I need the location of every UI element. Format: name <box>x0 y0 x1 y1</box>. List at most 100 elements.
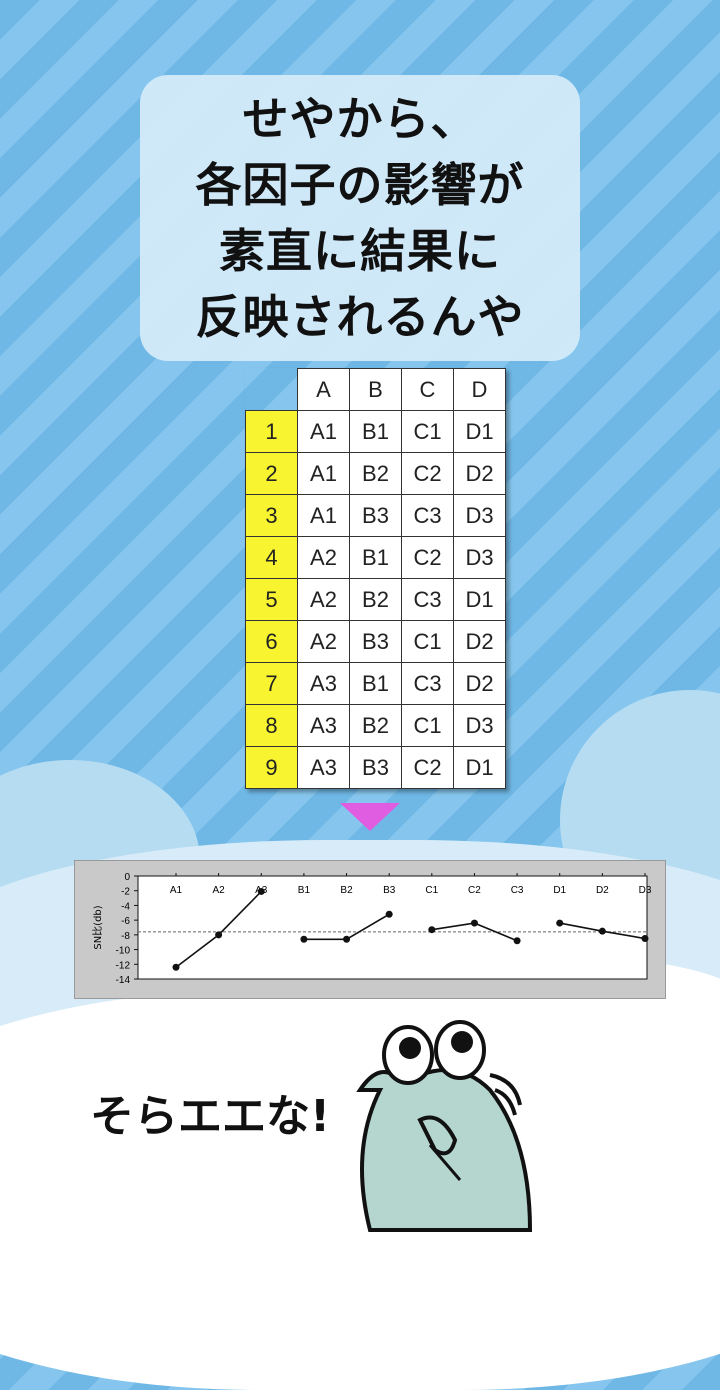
table-cell: B2 <box>349 704 402 747</box>
table-cell: A2 <box>297 620 350 663</box>
table-cell: C1 <box>401 620 454 663</box>
y-tick-label: -4 <box>121 901 130 912</box>
category-label: C3 <box>511 885 524 896</box>
data-point <box>172 963 180 971</box>
table-cell: C2 <box>401 536 454 579</box>
table-cell: B3 <box>349 620 402 663</box>
y-tick-label: -8 <box>121 931 130 942</box>
table-cell: A1 <box>297 410 350 453</box>
data-point <box>513 937 521 945</box>
fish-character <box>356 1020 533 1232</box>
table-row: 9 A3 B3 C2 D1 <box>245 746 506 789</box>
data-point <box>343 935 351 943</box>
bubble-line: 各因子の影響が <box>195 158 525 212</box>
y-tick-label: -14 <box>116 975 131 986</box>
bubble-line: せやから、 <box>242 92 478 146</box>
category-label: B3 <box>383 885 396 896</box>
data-point <box>641 935 649 943</box>
caption-text: そらエエな! <box>90 1091 331 1142</box>
table-cell: C2 <box>401 746 454 789</box>
column-header: B <box>349 368 402 411</box>
category-label: B1 <box>298 885 311 896</box>
row-number: 6 <box>245 620 298 663</box>
table-cell: D3 <box>453 494 506 537</box>
table-cell: B1 <box>349 410 402 453</box>
speech-bubble: せやから、 各因子の影響が 素直に結果に 反映されるんや <box>140 75 580 361</box>
table-cell: D1 <box>453 410 506 453</box>
table-row: 6 A2 B3 C1 D2 <box>245 620 506 663</box>
sn-ratio-chart: 0-2-4-6-8-10-12-14SN比(db)A1A2A3B1B2B3C1C… <box>74 860 666 999</box>
table-cell: A3 <box>297 746 350 789</box>
category-label: D1 <box>553 885 566 896</box>
column-header: D <box>453 368 506 411</box>
y-tick-label: -6 <box>121 916 130 927</box>
table-row: 2 A1 B2 C2 D2 <box>245 452 506 495</box>
table-cell: D3 <box>453 536 506 579</box>
category-label: D3 <box>639 885 652 896</box>
table-cell: B3 <box>349 746 402 789</box>
table-row: 1 A1 B1 C1 D1 <box>245 410 506 453</box>
row-number: 8 <box>245 704 298 747</box>
y-tick-label: -10 <box>116 946 131 957</box>
plot-area <box>137 875 648 980</box>
table-cell: C2 <box>401 452 454 495</box>
chart-svg: 0-2-4-6-8-10-12-14SN比(db)A1A2A3B1B2B3C1C… <box>92 872 652 986</box>
down-arrow-icon <box>340 803 400 831</box>
table-row: 3 A1 B3 C3 D3 <box>245 494 506 537</box>
table-cell: C3 <box>401 578 454 621</box>
orthogonal-array-table: A B C D 1 A1 B1 C1 D1 2 A1 B2 C2 D2 3 A1 B3 C3 D3 4 A2 B1 C2 D3… <box>245 368 506 789</box>
table-cell: B1 <box>349 536 402 579</box>
table-row: 7 A3 B1 C3 D2 <box>245 662 506 705</box>
table-cell: B2 <box>349 452 402 495</box>
table-cell: B3 <box>349 494 402 537</box>
table-cell: D1 <box>453 746 506 789</box>
row-number: 1 <box>245 410 298 453</box>
category-label: A2 <box>213 885 226 896</box>
data-point <box>428 926 436 934</box>
table-cell: A2 <box>297 578 350 621</box>
category-label: D2 <box>596 885 609 896</box>
category-label: C1 <box>425 885 438 896</box>
corner-cell <box>245 368 298 411</box>
table-cell: D2 <box>453 452 506 495</box>
table-cell: D3 <box>453 704 506 747</box>
table-cell: B2 <box>349 578 402 621</box>
bubble-line: 反映されるんや <box>195 290 525 344</box>
table-cell: A1 <box>297 452 350 495</box>
column-header: C <box>401 368 454 411</box>
table-row: 4 A2 B1 C2 D3 <box>245 536 506 579</box>
table-row: 8 A3 B2 C1 D3 <box>245 704 506 747</box>
table-cell: C1 <box>401 410 454 453</box>
category-label: B2 <box>340 885 353 896</box>
data-point <box>598 927 606 935</box>
table-cell: C3 <box>401 662 454 705</box>
category-label: A1 <box>170 885 183 896</box>
category-label: C2 <box>468 885 481 896</box>
data-point <box>215 931 223 939</box>
y-tick-label: 0 <box>124 872 130 883</box>
table-cell: D2 <box>453 620 506 663</box>
data-point <box>556 919 564 927</box>
table-cell: A2 <box>297 536 350 579</box>
row-number: 5 <box>245 578 298 621</box>
data-point <box>470 919 478 927</box>
row-number: 4 <box>245 536 298 579</box>
table-cell: D2 <box>453 662 506 705</box>
data-point <box>257 887 265 895</box>
row-number: 2 <box>245 452 298 495</box>
row-number: 3 <box>245 494 298 537</box>
bubble-line: 素直に結果に <box>219 224 501 278</box>
table-cell: A1 <box>297 494 350 537</box>
table-row: 5 A2 B2 C3 D1 <box>245 578 506 621</box>
y-axis-label: SN比(db) <box>92 905 104 949</box>
row-number: 7 <box>245 662 298 705</box>
table-cell: D1 <box>453 578 506 621</box>
data-point <box>385 910 393 918</box>
y-tick-label: -12 <box>116 960 131 971</box>
data-point <box>300 935 308 943</box>
table-cell: C1 <box>401 704 454 747</box>
table-cell: A3 <box>297 662 350 705</box>
y-tick-label: -2 <box>121 887 130 898</box>
row-number: 9 <box>245 746 298 789</box>
